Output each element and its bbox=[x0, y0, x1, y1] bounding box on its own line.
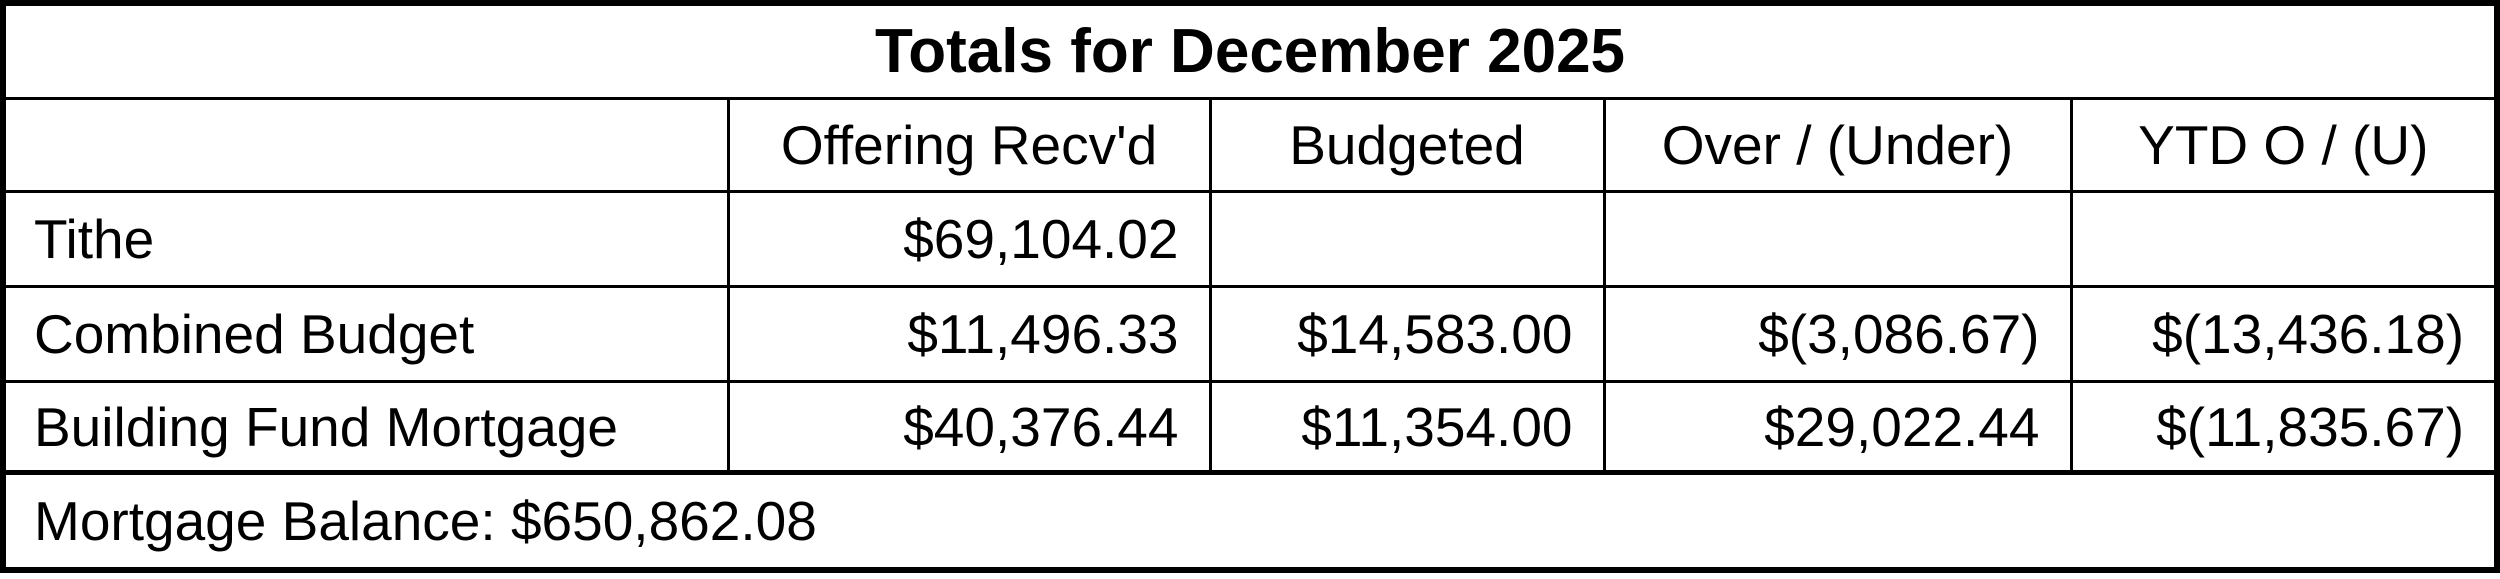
tithe-ytd-value bbox=[2069, 189, 2499, 288]
tithe-budgeted-value bbox=[1208, 189, 1606, 288]
table-row-building-fund-mortgage: Building Fund Mortgage $40,376.44 $11,35… bbox=[1, 380, 2499, 475]
row-label-combined-budget: Combined Budget bbox=[1, 284, 730, 384]
tithe-over-under-value bbox=[1602, 189, 2073, 288]
row-label-building-fund-mortgage: Building Fund Mortgage bbox=[1, 380, 730, 475]
column-header-ytd-over-under: YTD O / (U) bbox=[2069, 96, 2499, 193]
column-header-budgeted: Budgeted bbox=[1208, 96, 1606, 193]
table-row-combined-budget: Combined Budget $11,496.33 $14,583.00 $(… bbox=[1, 284, 2499, 384]
combined-budget-offering-value: $11,496.33 bbox=[726, 284, 1212, 384]
combined-budget-budgeted-value: $14,583.00 bbox=[1208, 284, 1606, 384]
building-fund-offering-value: $40,376.44 bbox=[726, 380, 1212, 475]
table-row-tithe: Tithe $69,104.02 bbox=[1, 189, 2499, 288]
combined-budget-ytd-value: $(13,436.18) bbox=[2069, 284, 2499, 384]
header-row: Offering Recv'd Budgeted Over / (Under) … bbox=[1, 96, 2499, 193]
mortgage-balance-text: Mortgage Balance: $650,862.08 bbox=[1, 470, 2499, 572]
building-fund-over-under-value: $29,022.44 bbox=[1602, 380, 2073, 475]
combined-budget-over-under-value: $(3,086.67) bbox=[1602, 284, 2073, 384]
building-fund-ytd-value: $(11,835.67) bbox=[2069, 380, 2499, 475]
footer-row: Mortgage Balance: $650,862.08 bbox=[1, 470, 2499, 572]
row-label-tithe: Tithe bbox=[1, 189, 730, 288]
building-fund-budgeted-value: $11,354.00 bbox=[1208, 380, 1606, 475]
tithe-offering-value: $69,104.02 bbox=[726, 189, 1212, 288]
column-header-blank bbox=[1, 96, 730, 193]
table-title: Totals for December 2025 bbox=[1, 1, 2499, 100]
column-header-over-under: Over / (Under) bbox=[1602, 96, 2073, 193]
title-row: Totals for December 2025 bbox=[1, 1, 2499, 100]
column-header-offering-recvd: Offering Recv'd bbox=[726, 96, 1212, 193]
